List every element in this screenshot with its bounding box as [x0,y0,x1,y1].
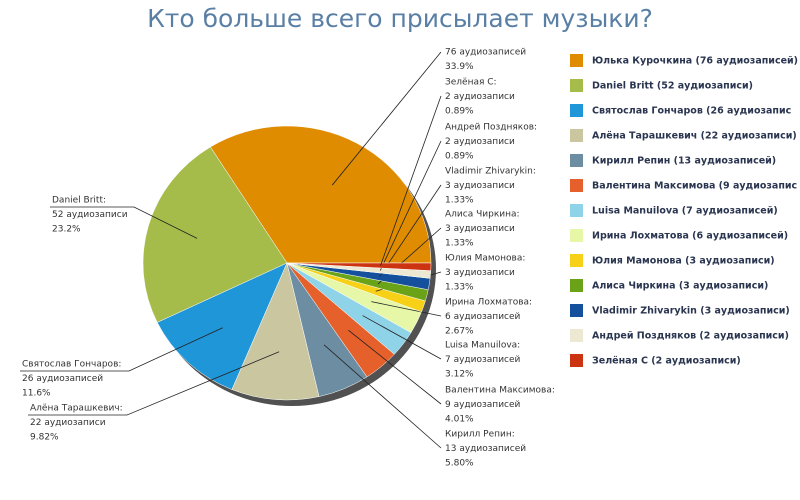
legend-label: Святослав Гончаров (26 аудиозапис [592,106,791,117]
legend-label: Ирина Лохматова (6 аудиозаписей) [592,231,788,242]
pie-slice [210,125,432,264]
pie-slice [142,146,288,323]
leader-line [362,315,442,360]
slice-label: 1.33% [445,283,474,293]
legend-label: Кирилл Репин (13 аудиозаписей) [592,156,776,167]
leader-line [28,351,280,416]
legend-label: Юлия Мамонова (3 аудиозаписи) [592,256,775,267]
slice-label: 7 аудиозаписей [445,355,521,365]
leader-line [323,344,442,449]
slice-label: 0.89% [445,107,474,117]
leader-line [379,184,442,277]
slice-label: 23.2% [52,225,81,235]
slice-label: Андрей Поздняков: [445,123,537,133]
slice-label: Алиса Чиркина: [445,210,520,220]
pie-slice [231,262,320,401]
slice-label: 2 аудиозаписи [445,137,515,147]
slice-label: 6 аудиозаписей [445,312,521,322]
legend-swatch [570,279,583,292]
legend-swatch [570,329,583,342]
legend-label: Зелёная С (2 аудиозаписи) [592,356,741,367]
slice-label: 5.80% [445,459,474,469]
legend-swatch [570,129,583,142]
chart-title: Кто больше всего присылает музыки? [147,4,653,33]
legend-label: Валентина Максимова (9 аудиозапис [592,181,797,192]
legend-swatch [570,304,583,317]
leader-line [380,95,442,266]
legend-label: Vladimir Zhivarykin (3 аудиозаписи) [592,306,790,317]
slice-label: Святослав Гончаров: [22,360,121,370]
pie-slice [286,262,432,271]
slice-label: Зелёная С: [445,78,497,88]
legend-swatch [570,354,583,367]
legend-label: Алёна Тарашкевич (22 аудиозаписи) [592,131,797,142]
slice-label: 33.9% [445,62,474,72]
legend-swatch [570,229,583,242]
pie-slice [156,262,288,390]
leader-line [50,206,198,239]
slice-label: 3.12% [445,370,474,380]
slice-label: Vladimir Zhivarykin: [445,167,536,177]
slice-label: Юлия Мамонова: [445,254,525,264]
slice-label: 2.67% [445,327,474,337]
legend-swatch [570,54,583,67]
slice-label: 2 аудиозаписи [445,92,515,102]
legend-swatch [570,154,583,167]
leader-line [20,327,223,372]
slice-label: 26 аудиозаписей [22,374,103,384]
leader-line [348,329,442,405]
legend-swatch [570,79,583,92]
slice-label: Кирилл Репин: [445,430,515,440]
slice-label: Daniel Britt: [52,196,106,206]
slice-label: 4.01% [445,415,474,425]
slice-label: 9 аудиозаписей [445,400,521,410]
legend-swatch [570,104,583,117]
legend-swatch [570,179,583,192]
leader-line [371,301,442,317]
slice-label: Luisa Manuilova: [445,341,520,351]
slice-label: Ирина Лохматова: [445,298,532,308]
slice-label: Алёна Тарашкевич: [30,404,123,414]
legend-label: Юлька Курочкина (76 аудиозаписей) [592,56,798,67]
slice-label: 3 аудиозаписи [445,268,515,278]
legend-label: Daniel Britt (52 аудиозаписи) [592,81,753,92]
slice-label: 1.33% [445,239,474,249]
legend-label: Алиса Чиркина (3 аудиозаписи) [592,281,768,292]
legend-swatch [570,204,583,217]
slice-label: 3 аудиозаписи [445,181,515,191]
slice-label: 11.6% [22,389,51,399]
legend-label: Андрей Поздняков (2 аудиозаписи) [592,331,789,342]
slice-label: 52 аудиозаписи [52,210,128,220]
legend-label: Luisa Manuilova (7 аудиозаписей) [592,206,778,217]
leader-line [331,51,442,186]
slice-label: 9.82% [30,433,59,443]
slice-label: 1.33% [445,196,474,206]
slice-label: 76 аудиозаписей [445,48,526,58]
legend-swatch [570,254,583,267]
slice-label: 22 аудиозаписи [30,418,106,428]
slice-label: 13 аудиозаписей [445,444,526,454]
slice-label: 3 аудиозаписи [445,224,515,234]
slice-label: 0.89% [445,152,474,162]
slice-label: Валентина Максимова: [445,386,555,396]
leader-line [379,140,442,271]
